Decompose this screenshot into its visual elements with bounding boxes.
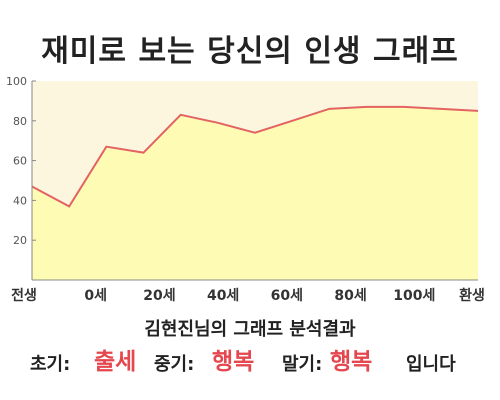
x-tick-label: 60세 [271,288,303,304]
y-tick-label: 100 [6,75,27,88]
late-label: 말기: [282,354,323,375]
x-tick-label: 100세 [393,288,435,304]
x-tick-label: 전생 [11,287,37,304]
x-tick-label: 80세 [334,288,366,304]
series-line [31,105,479,208]
x-tick-label: 40세 [207,288,239,304]
y-tick-label: 20 [13,234,27,247]
analysis-heading: 김현진님의 그래프 분석결과 [144,319,356,340]
area-fill [32,106,478,280]
early-value: 출세 [94,349,137,375]
x-tick-label: 20세 [143,288,175,304]
early-label: 초기: [30,354,71,375]
x-tick-label: 환생 [459,287,485,304]
page-title: 재미로 보는 당신의 인생 그래프 [41,34,459,69]
y-tick-label: 80 [13,115,27,128]
ending-text: 입니다 [406,354,456,375]
y-tick-label: 40 [13,194,27,207]
analysis-result: 초기: 출세 중기: 행복 말기: 행복 입니다 [0,349,500,380]
middle-label: 중기: [154,354,195,375]
middle-value: 행복 [212,349,255,375]
x-tick-label: 0세 [84,288,107,304]
life-graph-chart: 20 40 60 80 100 전생 0세 20세 40세 60세 80세 100세 환생 [6,75,485,304]
late-value: 행복 [330,349,373,375]
x-tick-labels: 전생 0세 20세 40세 60세 80세 100세 환생 [11,287,485,304]
y-tick-labels: 20 40 60 80 100 [6,75,36,247]
y-tick-label: 60 [13,155,27,168]
